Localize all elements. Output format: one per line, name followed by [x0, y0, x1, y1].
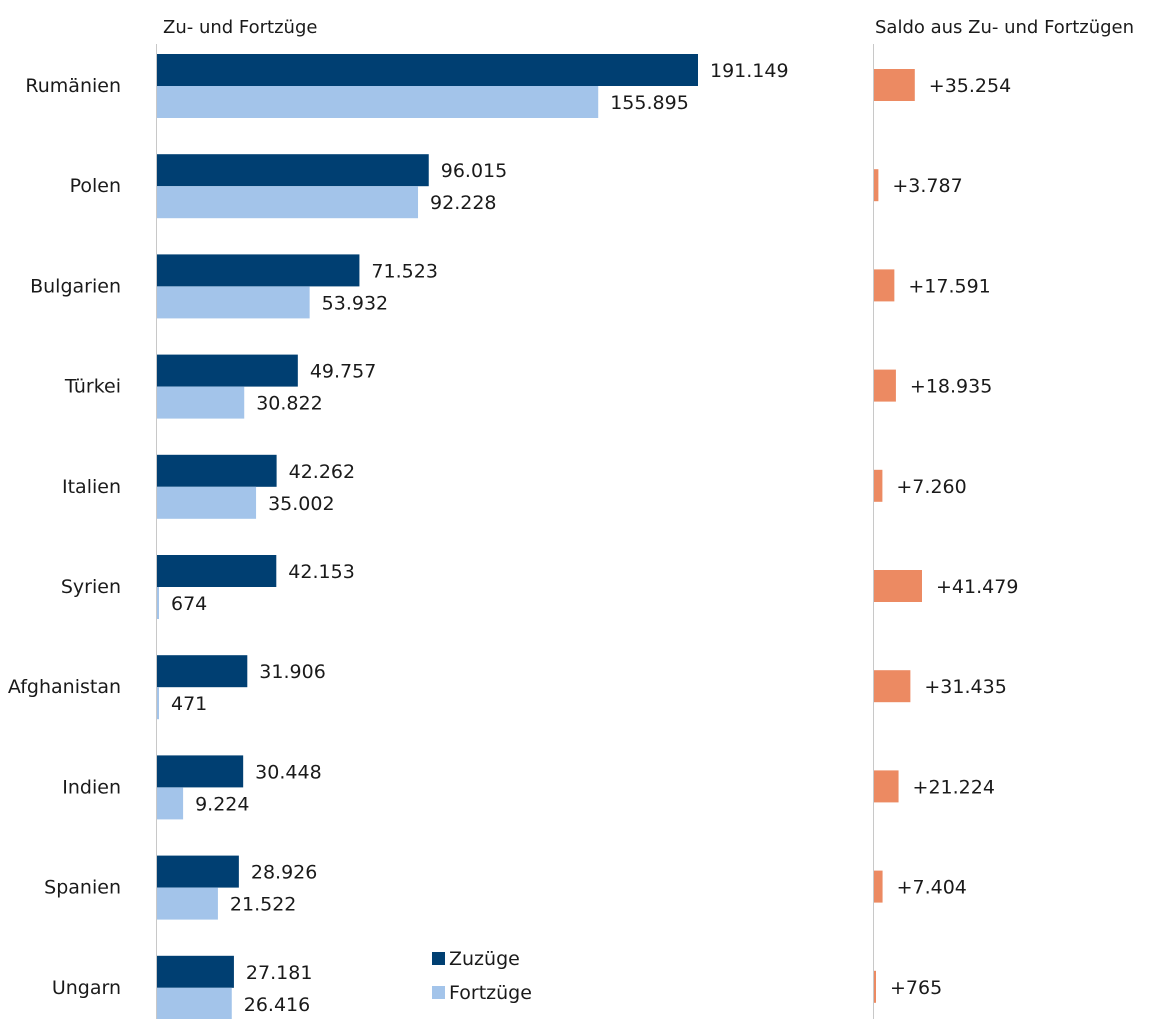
- bar-fortzuege-polen: [157, 186, 419, 219]
- data-label-fortzuege-indien: 9.224: [195, 793, 249, 815]
- data-label-saldo-ungarn: +765: [890, 977, 942, 999]
- bar-zuzuege-spanien: [157, 855, 239, 888]
- bar-saldo-tuerkei: [874, 369, 896, 402]
- data-label-zuzuege-indien: 30.448: [255, 761, 321, 783]
- data-label-fortzuege-syrien: 674: [171, 593, 207, 615]
- category-label-tuerkei: Türkei: [64, 376, 121, 398]
- chart-marks: Rumänien 191.149 155.895 +35.254 Polen 96.015…: [8, 54, 1018, 1019]
- data-label-zuzuege-rumaenien: 191.149: [710, 60, 789, 82]
- bar-fortzuege-rumaenien: [157, 86, 599, 118]
- data-label-saldo-syrien: +41.479: [936, 576, 1018, 598]
- data-label-fortzuege-tuerkei: 30.822: [256, 393, 322, 415]
- data-label-zuzuege-afghanistan: 31.906: [259, 661, 325, 683]
- bar-saldo-spanien: [874, 870, 883, 903]
- bar-zuzuege-italien: [157, 454, 277, 487]
- bar-fortzuege-italien: [157, 486, 257, 519]
- data-label-fortzuege-afghanistan: 471: [171, 693, 207, 715]
- legend-label-zuzuege: Zuzüge: [449, 948, 520, 970]
- bar-saldo-syrien: [874, 570, 922, 602]
- bar-zuzuege-afghanistan: [157, 655, 248, 688]
- data-label-zuzuege-bulgarien: 71.523: [371, 260, 437, 282]
- category-label-italien: Italien: [62, 476, 121, 498]
- category-label-spanien: Spanien: [44, 877, 121, 899]
- data-label-zuzuege-italien: 42.262: [289, 461, 355, 483]
- bar-zuzuege-syrien: [157, 555, 277, 587]
- bar-fortzuege-tuerkei: [157, 386, 245, 419]
- category-label-polen: Polen: [70, 175, 121, 197]
- bar-zuzuege-ungarn: [157, 955, 234, 988]
- bar-saldo-polen: [874, 169, 879, 202]
- data-label-saldo-italien: +7.260: [896, 476, 966, 498]
- bar-zuzuege-bulgarien: [157, 254, 360, 287]
- bar-fortzuege-afghanistan: [157, 687, 159, 720]
- legend: Zuzüge Fortzüge: [432, 948, 532, 1004]
- data-label-saldo-spanien: +7.404: [897, 877, 967, 899]
- data-label-zuzuege-syrien: 42.153: [288, 561, 354, 583]
- bar-fortzuege-indien: [157, 787, 184, 820]
- bar-fortzuege-syrien: [157, 587, 159, 619]
- legend-label-fortzuege: Fortzüge: [449, 982, 532, 1004]
- data-label-saldo-indien: +21.224: [913, 776, 995, 798]
- data-label-zuzuege-spanien: 28.926: [251, 862, 317, 884]
- bar-saldo-bulgarien: [874, 269, 895, 302]
- category-label-ungarn: Ungarn: [52, 977, 121, 999]
- bar-saldo-ungarn: [874, 970, 876, 1003]
- data-label-fortzuege-rumaenien: 155.895: [610, 92, 689, 114]
- data-label-fortzuege-italien: 35.002: [268, 493, 334, 515]
- data-label-saldo-rumaenien: +35.254: [929, 75, 1011, 97]
- category-label-rumaenien: Rumänien: [25, 75, 121, 97]
- data-label-fortzuege-bulgarien: 53.932: [322, 292, 388, 314]
- category-label-indien: Indien: [62, 776, 121, 798]
- bar-zuzuege-tuerkei: [157, 354, 298, 387]
- data-label-fortzuege-spanien: 21.522: [230, 894, 296, 916]
- legend-swatch-zuzuege: [432, 952, 445, 965]
- bar-fortzuege-spanien: [157, 887, 218, 920]
- bar-saldo-indien: [874, 770, 899, 803]
- bar-saldo-italien: [874, 469, 883, 502]
- data-label-zuzuege-ungarn: 27.181: [246, 962, 312, 984]
- chart-title-left: Zu- und Fortzüge: [163, 17, 317, 38]
- bar-saldo-afghanistan: [874, 670, 911, 703]
- data-label-saldo-tuerkei: +18.935: [910, 376, 992, 398]
- category-label-syrien: Syrien: [61, 576, 121, 598]
- category-label-bulgarien: Bulgarien: [30, 275, 121, 297]
- legend-swatch-fortzuege: [432, 986, 445, 999]
- bar-fortzuege-bulgarien: [157, 286, 310, 319]
- chart-title-right: Saldo aus Zu- und Fortzügen: [875, 17, 1134, 38]
- bar-saldo-rumaenien: [874, 69, 915, 101]
- bar-zuzuege-rumaenien: [157, 54, 698, 86]
- data-label-fortzuege-ungarn: 26.416: [244, 994, 310, 1016]
- category-label-afghanistan: Afghanistan: [8, 676, 121, 698]
- data-label-zuzuege-polen: 96.015: [441, 160, 507, 182]
- bar-fortzuege-ungarn: [157, 987, 232, 1019]
- data-label-saldo-afghanistan: +31.435: [924, 676, 1006, 698]
- data-label-saldo-bulgarien: +17.591: [908, 275, 990, 297]
- data-label-saldo-polen: +3.787: [892, 175, 962, 197]
- data-label-zuzuege-tuerkei: 49.757: [310, 361, 376, 383]
- bar-zuzuege-indien: [157, 755, 244, 788]
- data-label-fortzuege-polen: 92.228: [430, 192, 496, 214]
- bar-zuzuege-polen: [157, 154, 429, 187]
